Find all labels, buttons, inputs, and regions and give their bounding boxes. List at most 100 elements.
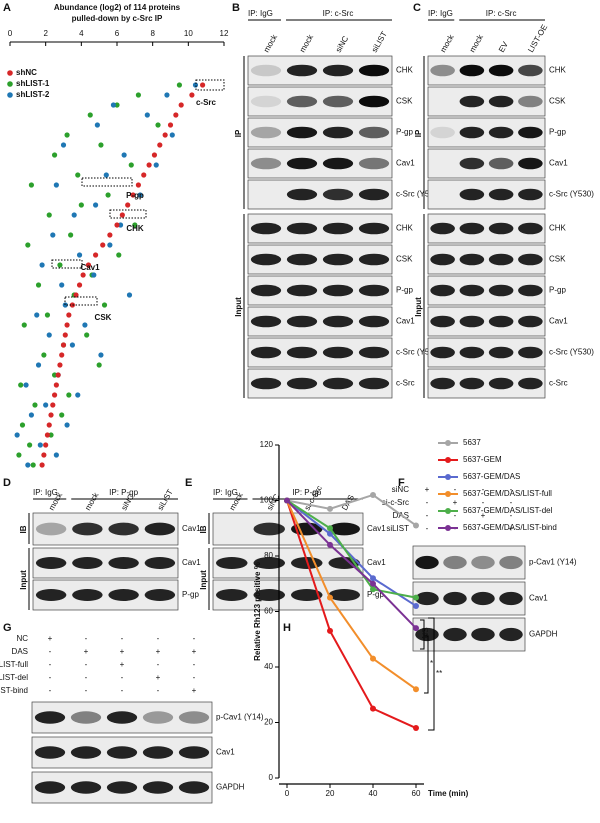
section-label: Input xyxy=(414,297,423,317)
data-point xyxy=(370,580,376,587)
band xyxy=(250,315,282,328)
scatter-point xyxy=(41,452,47,458)
x-tick-label: 12 xyxy=(220,29,229,38)
band xyxy=(358,253,390,266)
y-axis-label: Relative Rh123 positive % xyxy=(253,562,262,661)
band xyxy=(322,222,354,235)
ip-header: IP: IgG xyxy=(33,488,58,497)
scatter-point xyxy=(43,442,49,448)
scatter-point xyxy=(173,112,179,118)
legend-label: 5637-GEM/DAS/LIST-full xyxy=(463,489,552,498)
blot-label: P-gp xyxy=(182,590,199,599)
band xyxy=(358,377,390,390)
scatter-point xyxy=(98,352,104,358)
band xyxy=(322,253,354,266)
legend-label: 5637-GEM xyxy=(463,455,502,464)
section-label: Input xyxy=(234,297,243,317)
band xyxy=(286,315,318,328)
band xyxy=(142,781,174,794)
scatter-point xyxy=(128,162,134,168)
blot-label: Cav1 xyxy=(182,558,201,567)
x-tick-label: 6 xyxy=(115,29,120,38)
blot-label: CSK xyxy=(549,255,566,264)
band xyxy=(142,746,174,759)
band xyxy=(253,557,285,569)
band xyxy=(358,315,390,328)
sig-label: * xyxy=(430,659,433,668)
legend-label: 5637 xyxy=(463,438,481,447)
scatter-point xyxy=(119,212,125,218)
band xyxy=(178,746,210,759)
scatter-point xyxy=(59,412,65,418)
band xyxy=(72,589,103,601)
scatter-point xyxy=(59,352,65,358)
scatter-point xyxy=(60,142,67,148)
condition-sign: - xyxy=(85,660,88,669)
band xyxy=(358,126,390,139)
band xyxy=(518,253,543,266)
band xyxy=(34,781,66,794)
band xyxy=(253,522,285,536)
data-point xyxy=(413,522,419,529)
blot-label: c-Src xyxy=(549,379,568,388)
blot-label: P-gp xyxy=(549,286,566,295)
band xyxy=(488,284,514,297)
lane-label: siLIST xyxy=(156,488,175,512)
band xyxy=(70,711,102,724)
condition-sign: - xyxy=(121,673,124,682)
condition-sign: - xyxy=(49,647,52,656)
band xyxy=(322,188,354,201)
band xyxy=(518,95,543,108)
scatter-point xyxy=(153,162,159,168)
band xyxy=(144,557,176,569)
condition-label: DAS xyxy=(12,647,28,656)
band xyxy=(286,157,318,170)
band xyxy=(250,284,282,297)
ip-header: IP: IgG xyxy=(428,9,453,18)
band xyxy=(443,627,467,642)
series-line xyxy=(286,499,417,629)
band xyxy=(459,346,485,359)
scatter-point xyxy=(48,432,54,438)
protein-label: CSK xyxy=(95,313,112,322)
band xyxy=(443,591,467,606)
scatter-point xyxy=(18,382,24,388)
scatter-point xyxy=(105,192,111,198)
condition-label: NC xyxy=(16,634,28,643)
condition-sign: - xyxy=(426,524,429,533)
scatter-point xyxy=(57,262,63,268)
x-tick-label: 2 xyxy=(43,29,48,38)
condition-sign: + xyxy=(156,647,161,656)
scatter-point xyxy=(76,252,83,258)
scatter-point xyxy=(135,92,141,98)
band xyxy=(518,188,543,201)
section-label: IB xyxy=(199,525,208,533)
scatter-point xyxy=(155,122,161,128)
band xyxy=(358,346,390,359)
band xyxy=(358,157,390,170)
band xyxy=(358,64,390,77)
scatter-point xyxy=(46,422,52,428)
scatter-point xyxy=(46,332,52,338)
condition-sign: - xyxy=(85,634,88,643)
scatter-point xyxy=(35,362,42,368)
band xyxy=(328,522,360,536)
section-label: IB xyxy=(19,525,28,533)
x-tick-label: 0 xyxy=(285,789,290,798)
data-point xyxy=(370,655,376,662)
scatter-point xyxy=(32,402,38,408)
blot-label: CHK xyxy=(396,66,414,75)
ip-header: IP: IgG xyxy=(248,9,273,18)
lane-label: mock xyxy=(468,32,486,54)
condition-sign: + xyxy=(84,647,89,656)
scatter-point xyxy=(93,252,99,258)
band xyxy=(253,589,285,601)
band xyxy=(471,555,495,570)
scatter-point xyxy=(21,322,27,328)
condition-sign: - xyxy=(482,524,485,533)
blot-label: CSK xyxy=(396,97,413,106)
band xyxy=(430,284,455,297)
legend-label: shLIST-1 xyxy=(16,79,50,88)
lane-label: mock xyxy=(298,32,316,54)
band xyxy=(358,95,390,108)
